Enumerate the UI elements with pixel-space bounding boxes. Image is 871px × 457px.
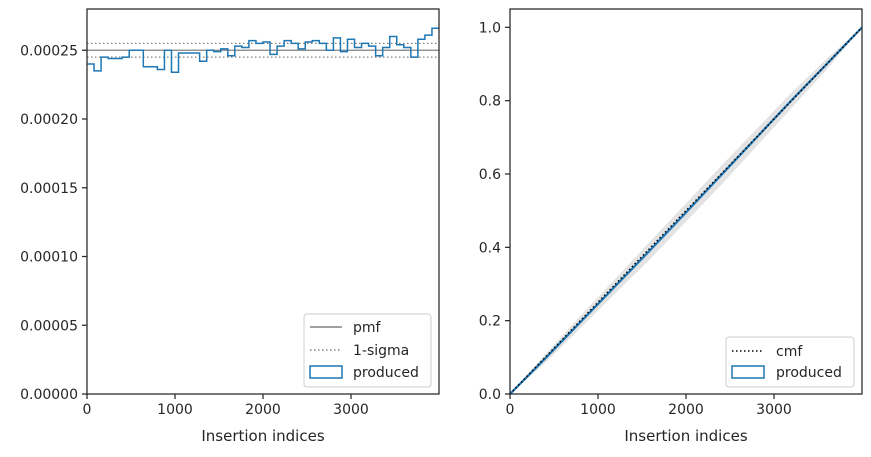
left-y-tick-label: 0.00025	[20, 43, 78, 59]
right-x-axis-label: Insertion indices	[624, 427, 747, 445]
right-x-tick-label: 0	[506, 402, 515, 418]
right-y-tick-label: 0.6	[479, 167, 501, 183]
left-y-tick-label: 0.00010	[20, 250, 78, 266]
left-x-axis-label: Insertion indices	[201, 427, 324, 445]
right-y-tick-label: 0.8	[479, 94, 501, 110]
legend-produced-swatch-right	[731, 365, 765, 379]
left-x-tick-label: 0	[83, 402, 92, 418]
right-plot-area	[510, 9, 862, 394]
right-x-tick-label: 1000	[580, 402, 616, 418]
right-legend: cmf produced	[725, 336, 855, 388]
right-legend-box	[725, 336, 855, 388]
left-y-tick-label: 0.00000	[20, 387, 78, 403]
right-chart-panel: 0 1000 2000 3000 0.0 0.2 0.4 0.6 0.8 1.0 Inserti…	[479, 8, 863, 445]
right-produced-line	[509, 26, 863, 395]
right-y-tick-label: 0.0	[479, 387, 501, 403]
cmf-line	[509, 26, 863, 395]
legend-pmf-label: pmf	[353, 320, 382, 336]
produced-histogram-step	[87, 27, 439, 73]
left-y-tick-label: 0.00005	[20, 318, 78, 334]
left-chart-panel: 0 1000 2000 3000 0.000000.000050.000100.000…	[20, 8, 440, 445]
right-x-tick-label: 2000	[668, 402, 704, 418]
left-legend: pmf 1-sigma produced	[303, 313, 432, 388]
left-x-ticks: 0 1000 2000 3000	[83, 394, 369, 418]
left-histogram	[87, 27, 439, 73]
left-x-tick-label: 3000	[333, 402, 369, 418]
right-cmf-line	[509, 26, 863, 395]
right-y-tick-label: 0.4	[479, 240, 501, 256]
produced-cumulative-line	[509, 26, 863, 395]
right-x-tick-label: 3000	[756, 402, 792, 418]
left-y-tick-label: 0.00020	[20, 112, 78, 128]
legend-produced-label-right: produced	[776, 365, 842, 381]
right-y-ticks: 0.0 0.2 0.4 0.6 0.8 1.0	[479, 20, 510, 403]
legend-cmf-label: cmf	[776, 344, 803, 360]
legend-produced-label: produced	[353, 365, 419, 381]
left-y-tick-label: 0.00015	[20, 181, 78, 197]
left-legend-box	[303, 313, 432, 388]
right-y-tick-label: 0.2	[479, 314, 501, 330]
left-y-ticks: 0.00000 0.00005 0.00010 0.00015 0.00020 0.000…	[20, 43, 87, 403]
left-x-tick-label: 1000	[157, 402, 193, 418]
left-x-tick-label: 2000	[245, 402, 281, 418]
legend-produced-swatch	[309, 365, 343, 379]
right-y-tick-label: 1.0	[479, 20, 501, 36]
right-x-ticks: 0 1000 2000 3000	[506, 394, 792, 418]
legend-1-sigma-label: 1-sigma	[353, 343, 409, 359]
